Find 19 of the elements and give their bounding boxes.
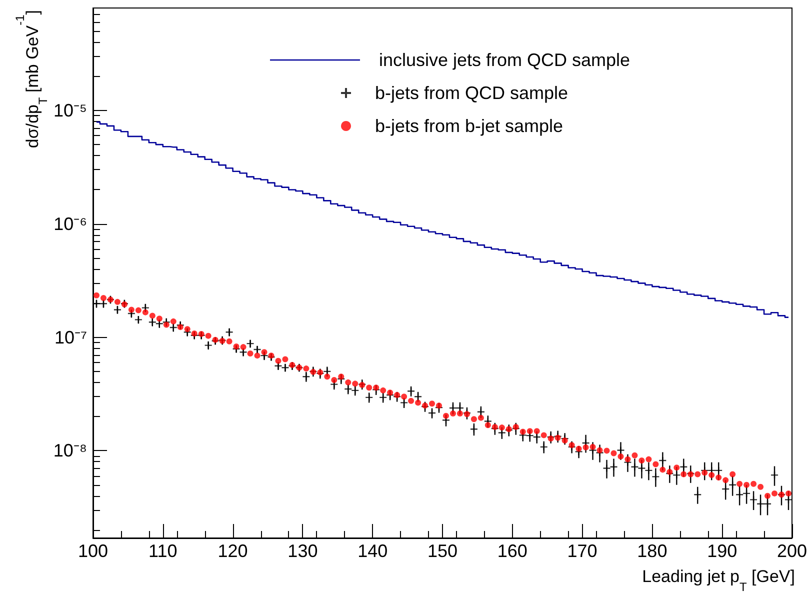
x-tick-label: 200 bbox=[776, 541, 808, 561]
y-tick-label: 10⁻⁵ bbox=[54, 100, 87, 120]
x-tick-label: 140 bbox=[358, 541, 388, 561]
y-tick-label: 10⁻⁸ bbox=[53, 440, 87, 461]
legend-label: b-jets from b-jet sample bbox=[375, 116, 564, 136]
legend-label: inclusive jets from QCD sample bbox=[379, 50, 630, 70]
y-tick-label: 10⁻⁶ bbox=[54, 214, 87, 234]
legend-label: b-jets from QCD sample bbox=[375, 83, 568, 103]
x-tick-label: 110 bbox=[148, 541, 178, 561]
x-tick-label: 160 bbox=[497, 541, 528, 561]
x-tick-label: 130 bbox=[288, 541, 318, 561]
x-tick-label: 180 bbox=[637, 541, 668, 561]
x-tick-label: 120 bbox=[218, 541, 248, 561]
x-tick-label: 170 bbox=[567, 541, 598, 561]
x-tick-label: 190 bbox=[707, 541, 738, 561]
y-axis-title: dσ/dpT [mb GeV-1] bbox=[13, 10, 50, 148]
y-tick-label: 10⁻⁷ bbox=[54, 327, 87, 348]
x-tick-label: 150 bbox=[427, 541, 458, 561]
x-tick-label: 100 bbox=[78, 541, 108, 561]
